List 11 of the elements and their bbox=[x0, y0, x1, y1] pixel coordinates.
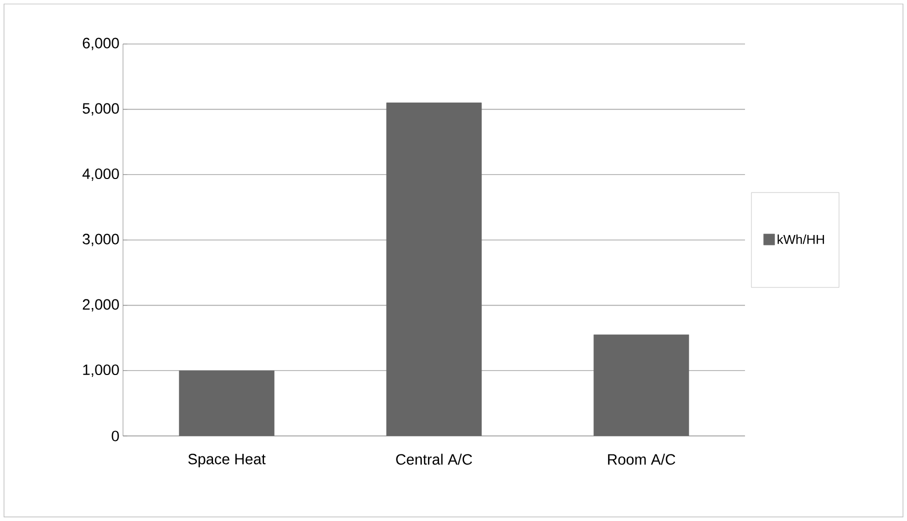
y-tick-label: 0 bbox=[112, 430, 119, 442]
y-tick-label: 2,000 bbox=[82, 299, 119, 312]
y-tick-label: 4,000 bbox=[82, 168, 119, 181]
x-tick-label: Room A/C bbox=[608, 454, 676, 465]
y-tick-label: 1,000 bbox=[83, 364, 119, 377]
y-tick-label: 6,000 bbox=[82, 38, 119, 50]
y-tick-label: 3,000 bbox=[82, 234, 119, 246]
y-tick-label: 5,000 bbox=[82, 103, 119, 116]
x-tick-label: Central A/C bbox=[396, 454, 472, 465]
legend-label: kWh/HH bbox=[778, 234, 824, 244]
x-tick-label: Space Heat bbox=[188, 454, 266, 468]
